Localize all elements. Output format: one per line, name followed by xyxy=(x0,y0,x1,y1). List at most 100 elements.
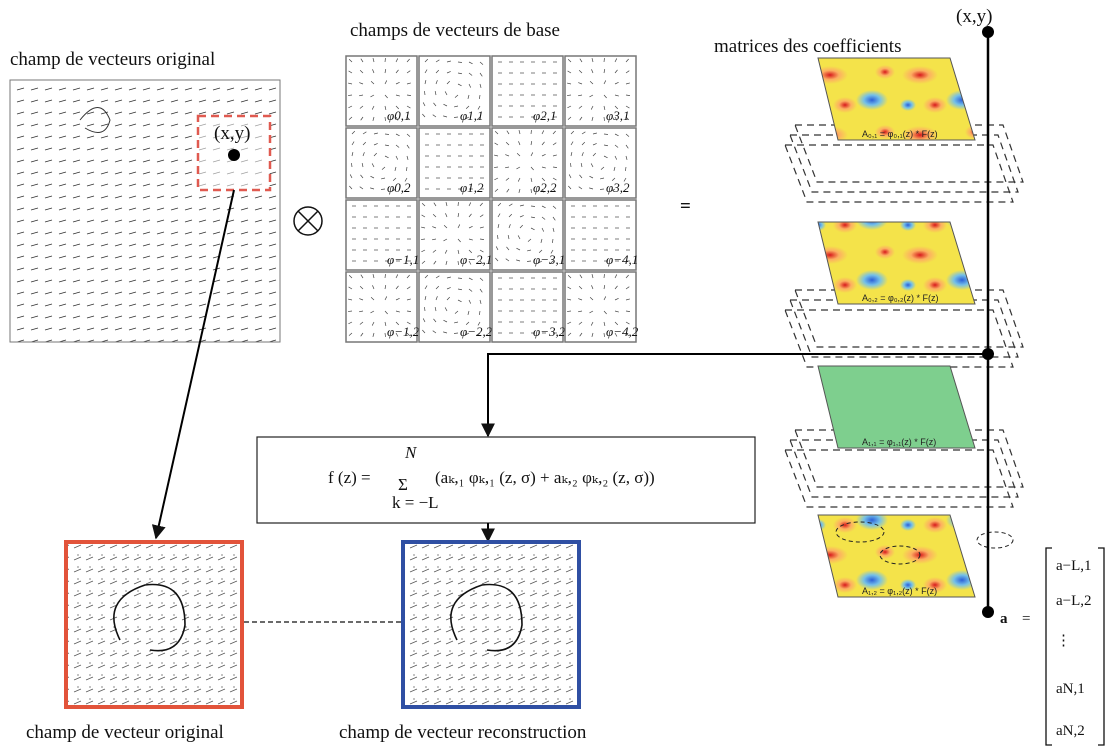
basis-arrow xyxy=(384,321,387,326)
vector-entries: a−L,1 a−L,2 ⋮ aN,1 aN,2 xyxy=(1056,558,1092,739)
vector-entry: aN,2 xyxy=(1056,723,1085,739)
basis-label: φ−3,2 xyxy=(533,324,566,339)
basis-arrow xyxy=(579,116,583,121)
basis-arrow xyxy=(347,310,353,312)
basis-arrow xyxy=(468,61,473,65)
basis-arrow xyxy=(468,72,473,76)
basis-arrow xyxy=(479,94,481,100)
basis-arrow xyxy=(625,94,631,96)
basis-arrow xyxy=(540,238,543,243)
basis-arrow xyxy=(457,288,462,291)
basis-cell: φ−1,2 xyxy=(345,271,420,343)
basis-arrow xyxy=(362,131,367,135)
basis-arrow xyxy=(541,141,545,146)
basis-arrow xyxy=(424,90,426,96)
basis-arrow xyxy=(432,238,437,241)
basis-arrow xyxy=(541,153,546,157)
basis-arrow xyxy=(359,82,364,85)
basis-arrow xyxy=(394,166,397,171)
basis-arrow xyxy=(422,329,426,334)
basis-arrow xyxy=(578,321,583,325)
basis-arrow xyxy=(589,175,594,179)
basis-arrow xyxy=(552,205,557,209)
original-patch-caption: champ de vecteur original xyxy=(26,722,224,743)
basis-arrow xyxy=(578,69,583,74)
basis-arrow xyxy=(591,332,594,337)
basis-arrow xyxy=(445,213,448,218)
basis-arrow xyxy=(591,58,594,63)
basis-arrow xyxy=(348,70,353,74)
basis-arrow xyxy=(454,105,459,108)
basis-arrow xyxy=(567,58,572,63)
basis-arrow xyxy=(567,332,572,336)
basis-arrow xyxy=(541,188,545,193)
basis-arrow xyxy=(591,69,594,74)
basis-arrow xyxy=(578,186,583,190)
basis-arrow xyxy=(359,285,364,290)
basis-arrow xyxy=(550,249,554,254)
basis-arrow xyxy=(432,330,437,334)
basis-arrow xyxy=(446,71,451,74)
basis-arrow xyxy=(614,144,619,148)
basis-arrow xyxy=(359,298,364,301)
basis-arrow xyxy=(592,143,597,146)
basis-arrow xyxy=(603,285,606,290)
basis-arrow xyxy=(424,80,427,85)
basis-arrow xyxy=(421,214,426,218)
basis-arrow xyxy=(424,69,428,74)
basis-arrow xyxy=(614,81,619,85)
basis-cell: φ2,2 xyxy=(491,127,564,199)
basis-arrow xyxy=(349,174,353,179)
basis-arrow xyxy=(359,105,364,109)
basis-arrow xyxy=(625,166,627,172)
basis-arrow xyxy=(348,116,353,120)
basis-arrow xyxy=(370,81,375,85)
basis-arrow xyxy=(497,202,502,207)
basis-arrow xyxy=(505,177,510,181)
basis-arrow xyxy=(603,296,607,301)
basis-arrow xyxy=(623,177,627,182)
basis-arrow xyxy=(552,238,554,244)
basis-arrow xyxy=(589,187,594,190)
basis-arrow xyxy=(361,163,364,168)
basis-arrow xyxy=(505,258,510,262)
basis-label: φ1,2 xyxy=(460,180,484,195)
basis-arrow xyxy=(443,331,448,334)
coeff-layer-2-label: A₀,₂ = φ₀,₂(z) * F(z) xyxy=(862,293,939,303)
basis-arrow xyxy=(497,224,500,229)
basis-cell: φ−4,1 xyxy=(564,199,638,271)
basis-arrow xyxy=(468,225,473,229)
basis-arrow xyxy=(579,274,583,279)
basis-arrow xyxy=(446,80,450,85)
basis-arrow xyxy=(614,105,619,110)
convolution-operator xyxy=(293,206,323,236)
basis-arrow xyxy=(445,260,448,265)
basis-arrow xyxy=(406,105,411,109)
basis-arrow xyxy=(530,177,533,182)
basis-arrow xyxy=(517,235,521,240)
basis-arrow xyxy=(433,318,437,323)
basis-arrow xyxy=(579,58,583,63)
basis-arrow xyxy=(406,155,409,160)
basis-arrow xyxy=(552,188,557,193)
basis-arrow xyxy=(468,299,472,304)
basis-arrow xyxy=(530,216,535,219)
basis-arrow xyxy=(384,285,387,290)
vector-bracket-right xyxy=(1098,547,1105,746)
basis-label: φ−3,1 xyxy=(533,252,565,267)
basis-arrow xyxy=(432,114,437,118)
basis-arrow xyxy=(406,286,411,290)
basis-arrow xyxy=(395,116,399,121)
basis-arrow xyxy=(614,332,618,337)
basis-arrow xyxy=(552,227,555,232)
basis-arrow xyxy=(433,260,437,265)
basis-arrow xyxy=(395,321,400,326)
basis-arrow xyxy=(446,60,451,63)
basis-arrow xyxy=(600,177,605,180)
basis-arrow xyxy=(384,296,388,301)
equals-sign: = xyxy=(680,196,691,217)
basis-arrow xyxy=(348,58,353,63)
basis-arrow xyxy=(625,310,631,312)
basis-arrow xyxy=(351,162,353,168)
reconstruction-patch xyxy=(401,540,581,709)
